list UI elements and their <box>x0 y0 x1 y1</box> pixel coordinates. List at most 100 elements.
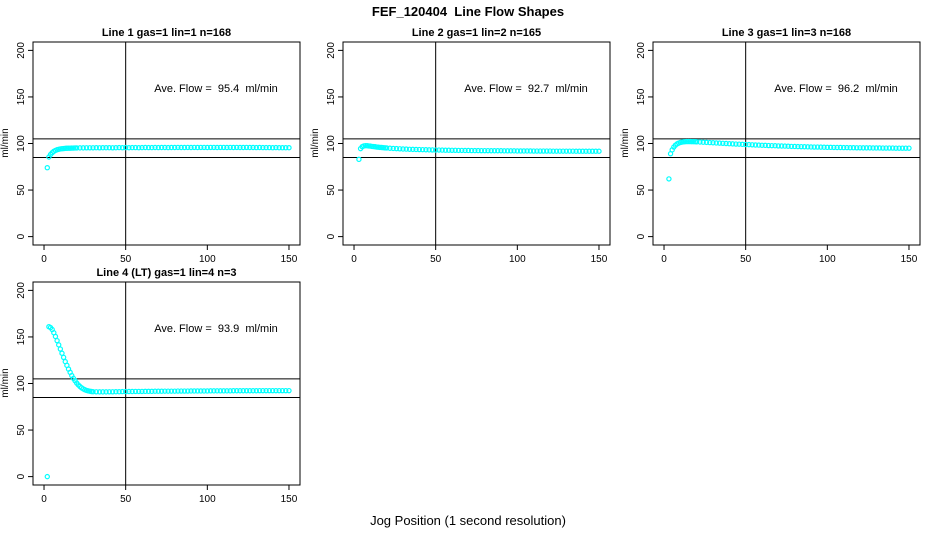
data-point <box>230 388 237 394</box>
data-point <box>439 147 445 153</box>
data-point <box>96 389 103 395</box>
data-point <box>772 143 778 149</box>
data-point <box>889 145 896 151</box>
data-point <box>870 145 876 151</box>
data-point <box>266 387 273 394</box>
data-point <box>550 148 556 154</box>
y-tick-label: 100 <box>16 135 27 152</box>
data-point <box>158 388 165 394</box>
data-point <box>514 148 521 154</box>
data-point <box>227 388 233 394</box>
data-point <box>896 145 902 151</box>
data-point <box>759 142 765 148</box>
data-point <box>286 387 292 394</box>
data-point <box>100 144 106 151</box>
data-point <box>211 388 217 394</box>
plot-line-3: 0 50 100 150 0 50 100 150 200 <box>636 41 921 265</box>
data-point <box>214 144 220 151</box>
data-point <box>749 142 755 148</box>
data-point <box>220 388 227 394</box>
data-point <box>387 145 393 151</box>
ave-flow-annotation: Ave. Flow = 93.9 ml/min <box>154 323 278 335</box>
data-point <box>413 146 419 153</box>
data-point <box>867 145 873 151</box>
data-point <box>840 144 847 151</box>
data-point <box>906 145 912 151</box>
data-point <box>109 145 116 151</box>
data-point <box>739 141 746 148</box>
data-point <box>880 145 886 151</box>
data-point <box>181 388 188 394</box>
y-tick-label: 50 <box>16 184 27 196</box>
data-point <box>824 144 831 151</box>
y-tick-label: 200 <box>16 282 27 299</box>
data-point <box>109 389 116 395</box>
data-point <box>517 148 524 154</box>
data-point <box>452 147 458 154</box>
data-point <box>863 145 870 151</box>
data-point <box>214 388 220 394</box>
y-tick-label: 100 <box>636 135 647 152</box>
data-point <box>521 148 527 154</box>
data-point <box>175 388 181 394</box>
data-point <box>798 143 804 150</box>
data-point <box>178 144 184 151</box>
data-point <box>220 144 227 151</box>
data-point <box>59 350 65 356</box>
data-point <box>723 140 729 147</box>
data-point <box>234 144 240 151</box>
data-point <box>122 388 129 395</box>
data-point <box>465 147 472 154</box>
data-point <box>240 144 246 151</box>
data-point <box>266 144 273 151</box>
ave-flow-annotation: Ave. Flow = 95.4 ml/min <box>154 83 278 95</box>
y-tick-label: 150 <box>16 88 27 105</box>
data-point <box>524 148 530 154</box>
data-point <box>752 142 759 148</box>
data-point <box>253 144 260 151</box>
data-point <box>87 145 93 151</box>
data-point <box>152 144 158 151</box>
data-point <box>850 144 857 151</box>
data-point <box>736 141 742 147</box>
data-point <box>224 144 230 151</box>
data-point <box>426 147 432 153</box>
data-point <box>419 146 426 153</box>
data-point <box>481 147 488 154</box>
x-tick-label: 150 <box>901 254 918 265</box>
data-point <box>446 147 452 153</box>
data-point <box>697 139 703 145</box>
data-point <box>126 144 132 151</box>
data-point <box>508 148 514 154</box>
data-point <box>693 139 700 145</box>
panel-line-3: Line 3 gas=1 lin=3 n=168 ml/min 0 50 100 15… <box>620 25 936 267</box>
data-point <box>805 144 811 150</box>
data-point <box>103 144 109 151</box>
data-point <box>449 147 455 154</box>
data-point <box>44 473 50 480</box>
data-point <box>188 388 194 394</box>
data-point <box>191 388 197 394</box>
data-point <box>256 144 263 151</box>
data-point <box>883 145 889 151</box>
plot-line-4: 0 50 100 150 0 50 100 150 200 <box>16 281 301 505</box>
data-point <box>158 144 165 151</box>
data-point <box>207 144 214 151</box>
data-point <box>129 144 135 151</box>
data-point <box>194 144 201 151</box>
data-point <box>93 389 99 395</box>
plot-box <box>32 281 301 486</box>
data-point <box>253 388 260 394</box>
data-point <box>854 145 860 151</box>
data-point <box>710 140 716 146</box>
data-point <box>356 156 362 163</box>
data-point <box>393 145 400 152</box>
y-tick-label: 100 <box>16 375 27 392</box>
data-point <box>436 147 442 153</box>
data-point <box>383 145 390 151</box>
data-point <box>534 148 540 154</box>
data-point <box>260 387 266 394</box>
plot-line-1: 0 50 100 150 0 50 100 150 200 <box>16 41 301 265</box>
data-point <box>547 148 553 154</box>
data-point <box>788 143 795 150</box>
